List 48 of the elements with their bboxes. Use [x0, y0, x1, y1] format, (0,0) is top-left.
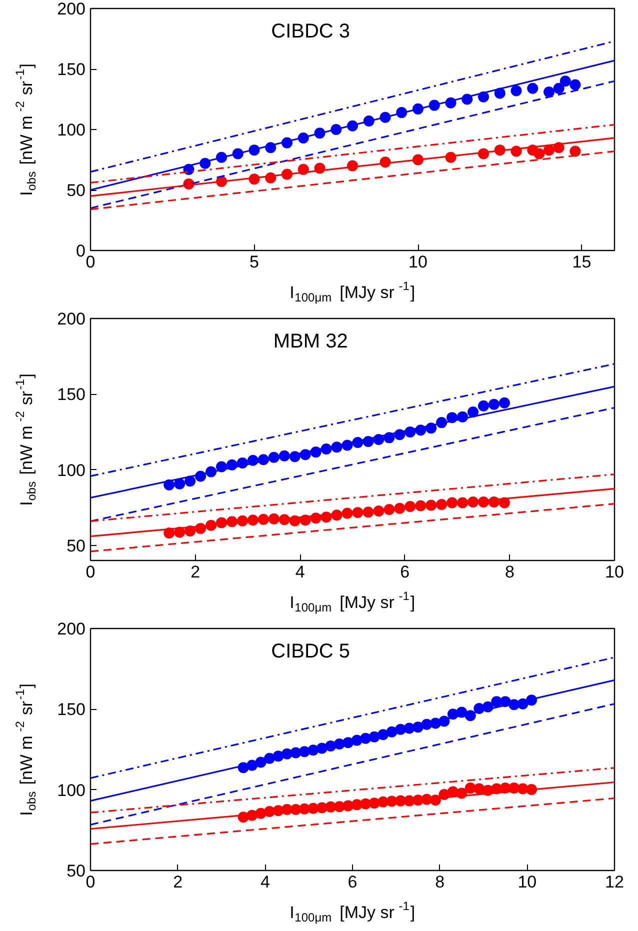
y-tick-label: 100 — [57, 120, 86, 140]
point — [570, 79, 581, 90]
point — [527, 82, 538, 94]
point — [464, 782, 476, 794]
point — [544, 144, 554, 156]
point — [534, 148, 545, 160]
point — [560, 76, 571, 87]
point — [498, 397, 510, 408]
x-tick-label: 15 — [572, 252, 592, 272]
x-tick-label: 2 — [190, 562, 200, 582]
point — [510, 85, 522, 96]
y-axis-title: Iobs [nW m-2 sr-1] — [13, 374, 38, 506]
x-tick-label: 6 — [400, 562, 410, 582]
x-tick-label: 4 — [260, 872, 270, 892]
y-tick-label: 150 — [57, 385, 86, 404]
y-tick-label: 100 — [57, 780, 86, 800]
point — [174, 478, 186, 490]
y-tick-label: 200 — [57, 620, 86, 638]
y-tick-label: 200 — [57, 0, 86, 18]
point — [184, 476, 196, 487]
x-tick-label: 8 — [435, 872, 445, 892]
x-tick-label: 5 — [250, 252, 259, 272]
point — [478, 400, 489, 412]
text: CIBDC 5 — [271, 640, 350, 662]
x-tick-label: 2 — [173, 872, 183, 892]
y-tick-label: 200 — [57, 310, 86, 328]
point — [544, 86, 554, 98]
y-tick-label: 50 — [66, 536, 86, 556]
point — [468, 406, 479, 418]
y-tick-label: 50 — [66, 181, 86, 200]
x-tick-label: 6 — [348, 872, 358, 892]
x-tick-label: 12 — [605, 872, 624, 892]
point — [570, 146, 581, 157]
x-tick-label: 8 — [504, 562, 514, 582]
x-tick-label: 10 — [518, 872, 537, 892]
y-tick-label: 100 — [57, 460, 86, 480]
text: MBM 32 — [273, 330, 348, 352]
text: CIBDC 3 — [271, 20, 350, 42]
x-tick-label: 4 — [295, 562, 305, 582]
y-axis-title: Iobs [nW m-2 sr-1] — [13, 684, 38, 816]
y-tick-label: 50 — [66, 862, 86, 880]
x-tick-label: 10 — [408, 252, 428, 272]
point — [553, 82, 564, 94]
y-tick-label: 150 — [57, 700, 86, 720]
y-axis-title: Iobs [nW m-2 sr-1] — [13, 64, 38, 196]
x-tick-label: 10 — [605, 562, 624, 582]
y-tick-label: 150 — [57, 60, 86, 79]
point — [488, 398, 500, 410]
